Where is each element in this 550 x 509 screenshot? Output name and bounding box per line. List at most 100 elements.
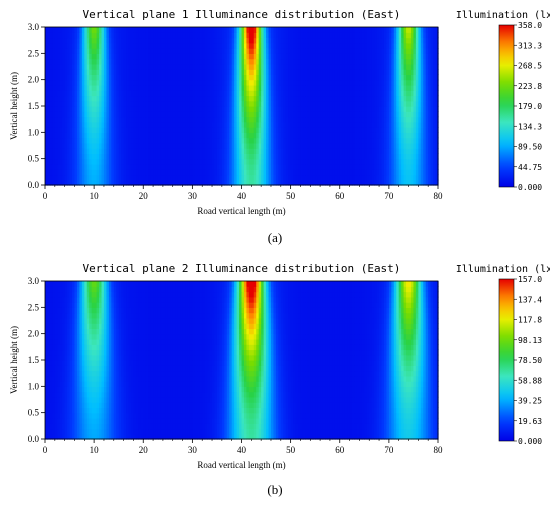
heatmap-cell: [155, 132, 159, 139]
heatmap-cell: [288, 174, 292, 181]
heatmap-cell: [150, 111, 154, 118]
heatmap-cell: [349, 137, 353, 144]
heatmap-cell: [89, 127, 93, 133]
heatmap-cell: [130, 32, 135, 39]
heatmap-cell: [170, 69, 174, 75]
heatmap-cell: [79, 137, 83, 144]
heatmap-cell: [334, 42, 338, 49]
heatmap-cell: [359, 132, 363, 139]
heatmap-cell: [69, 90, 73, 97]
heatmap-cell: [221, 48, 225, 54]
heatmap-cell: [57, 69, 61, 75]
heatmap-cell: [199, 163, 203, 170]
heatmap-cell: [197, 148, 201, 154]
heatmap-cell: [123, 433, 127, 440]
heatmap-cell: [383, 137, 388, 144]
heatmap-cell: [300, 153, 304, 160]
heatmap-cell: [339, 158, 343, 165]
heatmap-cell: [371, 127, 375, 133]
heatmap-cell: [140, 79, 144, 86]
heatmap-cell: [376, 74, 380, 81]
heatmap-cell: [280, 42, 284, 49]
heatmap-cell: [342, 27, 346, 33]
heatmap-cell: [310, 116, 314, 123]
heatmap-cell: [209, 74, 213, 81]
heatmap-cell: [418, 100, 422, 107]
heatmap-cell: [216, 148, 220, 154]
heatmap-cell: [69, 48, 73, 54]
heatmap-cell: [300, 121, 304, 128]
heatmap-cell: [64, 158, 68, 165]
heatmap-cell: [241, 37, 245, 44]
heatmap-cell: [334, 79, 338, 86]
heatmap-cell: [182, 27, 186, 33]
heatmap-cell: [108, 84, 112, 91]
heatmap-cell: [388, 69, 392, 75]
heatmap-cell: [91, 58, 95, 65]
heatmap-cell: [54, 132, 58, 139]
heatmap-cell: [248, 42, 252, 49]
heatmap-cell: [423, 137, 427, 144]
heatmap-cell: [334, 174, 338, 181]
heatmap-cell: [251, 106, 255, 112]
heatmap-cell: [241, 100, 245, 107]
heatmap-cell: [325, 127, 329, 133]
heatmap-cell: [214, 163, 218, 170]
heatmap-cell: [413, 48, 417, 54]
heatmap-cell: [79, 58, 83, 65]
heatmap-cell: [270, 111, 275, 118]
heatmap-cell: [251, 142, 255, 149]
heatmap-cell: [108, 106, 112, 112]
heatmap-cell: [364, 132, 368, 139]
heatmap-cell: [45, 137, 49, 144]
heatmap-cell: [364, 95, 368, 102]
heatmap-cell: [415, 127, 419, 133]
heatmap-cell: [94, 48, 98, 54]
heatmap-cell: [54, 58, 58, 65]
heatmap-cell: [155, 90, 159, 97]
heatmap-cell: [243, 153, 248, 160]
heatmap-cell: [57, 137, 61, 144]
heatmap-cell: [185, 127, 189, 133]
colorbar-tick-label: 179.0: [518, 102, 542, 111]
heatmap-cell: [189, 142, 193, 149]
heatmap-cell: [268, 63, 272, 70]
heatmap-cell: [288, 121, 292, 128]
heatmap-cell: [180, 137, 184, 144]
heatmap-cell: [170, 158, 174, 165]
heatmap-cell: [312, 27, 316, 33]
heatmap-cell: [106, 42, 110, 49]
heatmap-cell: [386, 27, 390, 33]
heatmap-cell: [283, 100, 287, 107]
heatmap-cell: [236, 48, 240, 54]
heatmap-cell: [175, 106, 179, 112]
heatmap-cell: [425, 148, 429, 154]
heatmap-cell: [337, 169, 341, 176]
heatmap-cell: [374, 137, 378, 144]
heatmap-cell: [388, 90, 392, 97]
heatmap-cell: [111, 179, 115, 186]
heatmap-cell: [356, 106, 360, 112]
heatmap-cell: [165, 153, 169, 160]
heatmap-cell: [354, 121, 358, 128]
heatmap-cell: [239, 116, 243, 123]
heatmap-cell: [108, 127, 112, 133]
heatmap-cell: [101, 32, 105, 39]
heatmap-cell: [302, 132, 306, 139]
heatmap-cell: [408, 179, 412, 186]
heatmap-cell: [52, 37, 56, 44]
heatmap-cell: [398, 116, 402, 123]
heatmap-cell: [96, 100, 100, 107]
heatmap-cell: [133, 32, 137, 39]
heatmap-cell: [288, 158, 292, 165]
heatmap-cell: [236, 153, 240, 160]
heatmap-cell: [278, 153, 282, 160]
heatmap-cell: [143, 127, 147, 133]
heatmap-cell: [413, 27, 417, 33]
heatmap-cell: [54, 37, 58, 44]
heatmap-cell: [401, 142, 405, 149]
heatmap-cell: [148, 121, 152, 128]
heatmap-cell: [428, 37, 432, 44]
heatmap-cell: [148, 32, 152, 39]
heatmap-cell: [361, 153, 365, 160]
